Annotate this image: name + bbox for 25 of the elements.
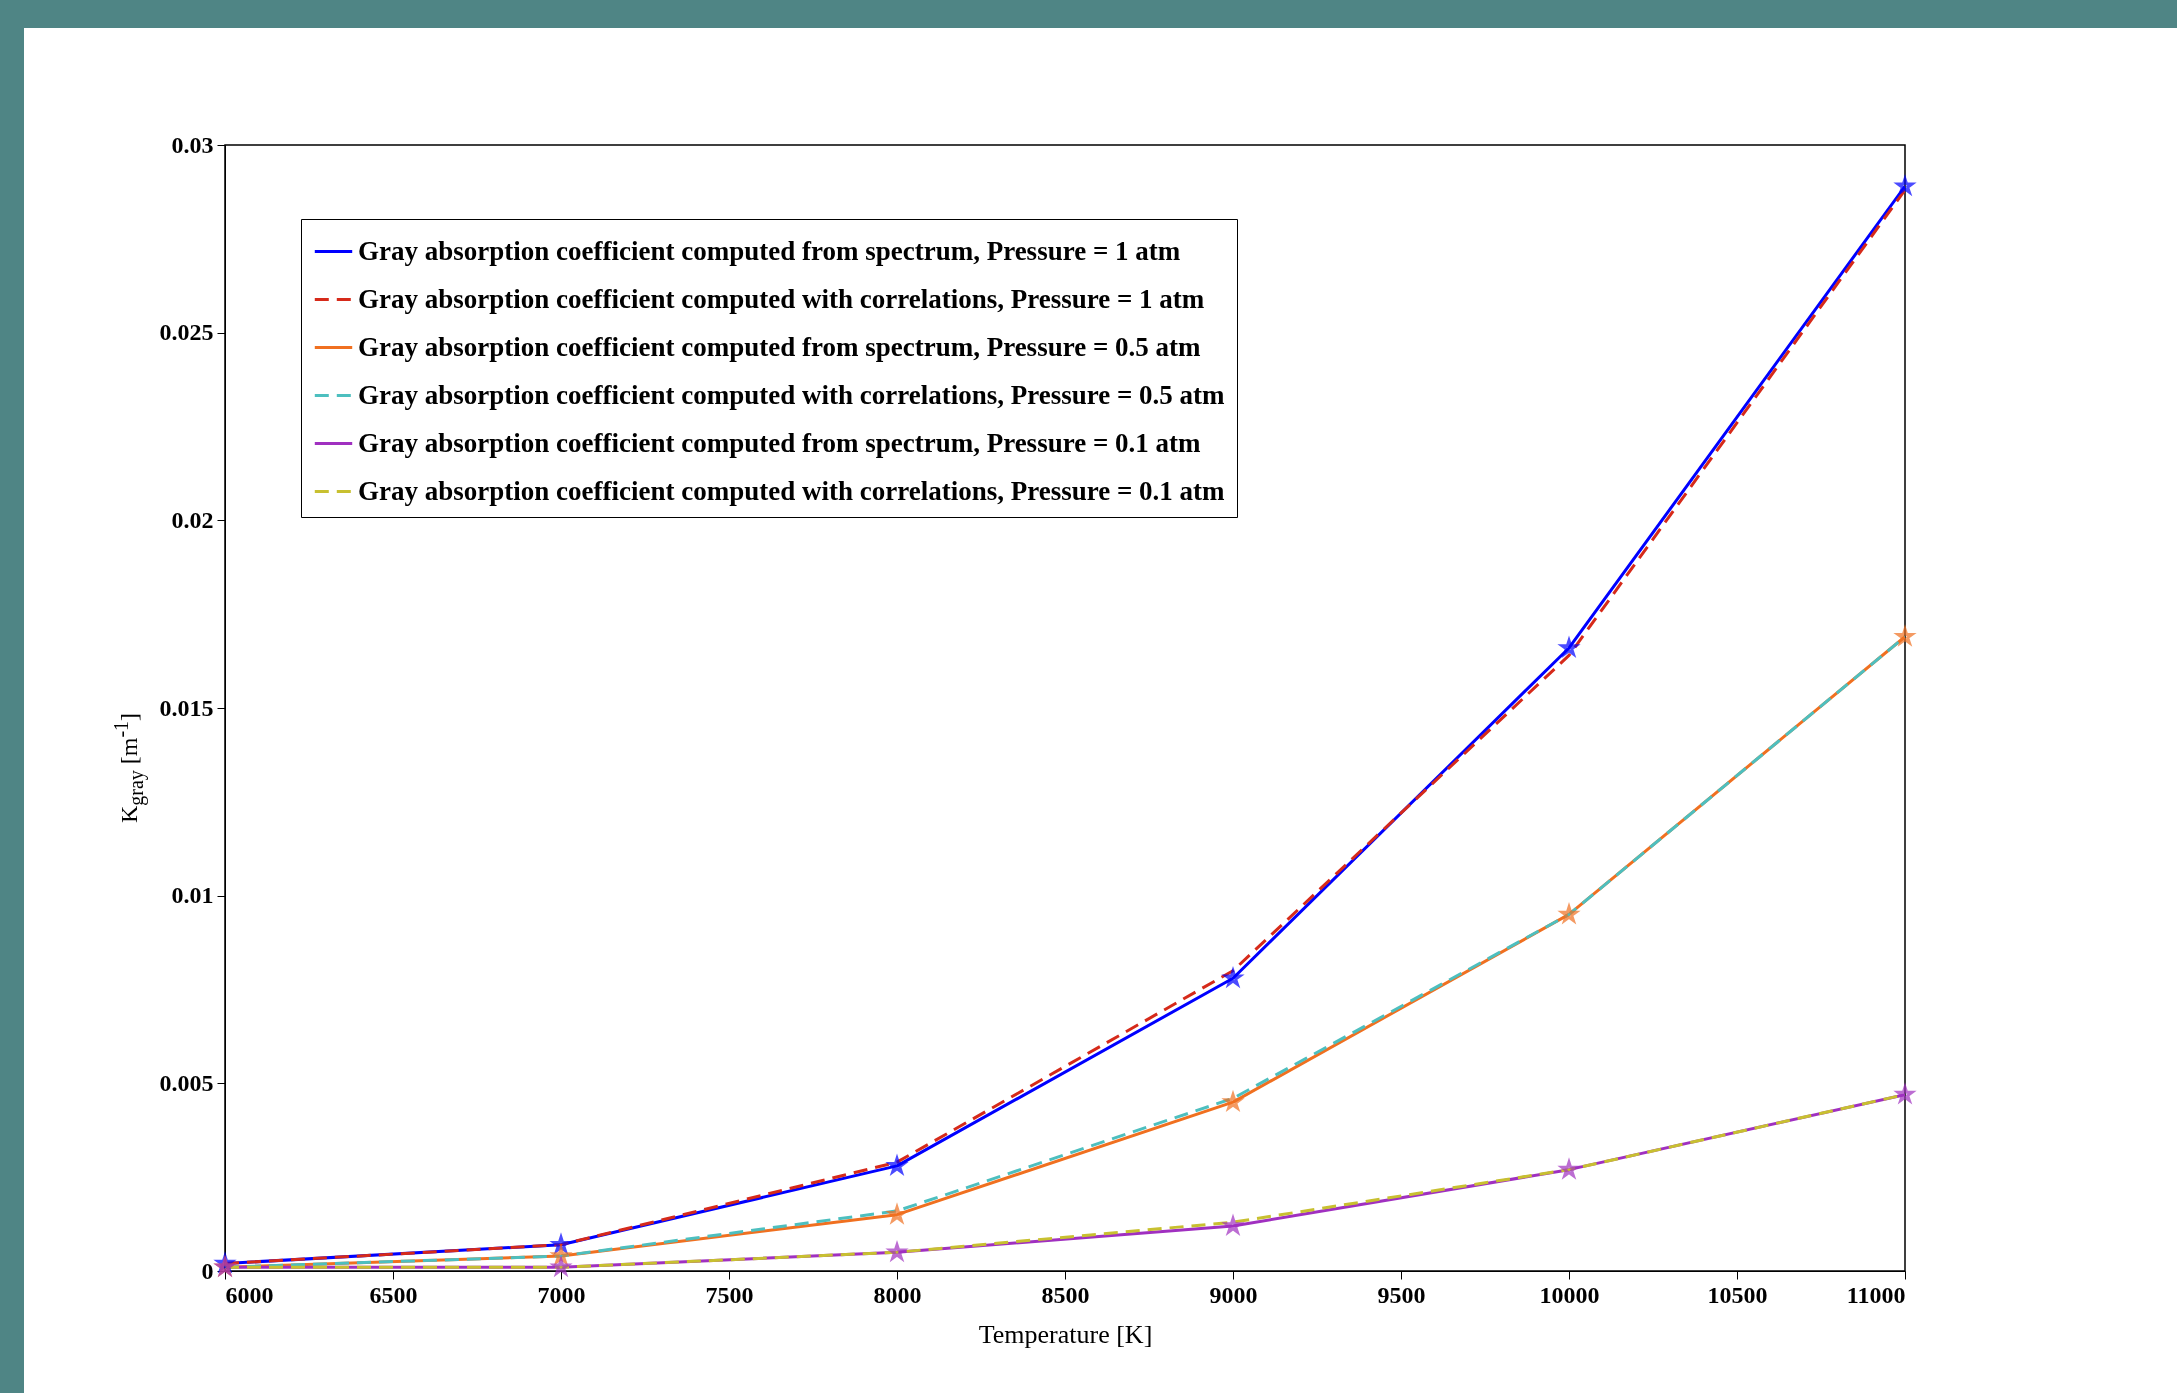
x-tick-label: 6000 <box>225 1281 274 1308</box>
y-tick-label: 0.03 <box>171 131 214 158</box>
y-tick-label: 0 <box>201 1257 214 1284</box>
legend-label: Gray absorption coefficient computed from spectrum, Pressure = 0.1 atm <box>358 427 1202 458</box>
x-tick-label: 9500 <box>1377 1281 1426 1308</box>
x-tick-label: 8500 <box>1041 1281 1090 1308</box>
x-tick-label: 10000 <box>1539 1281 1600 1308</box>
y-tick-label: 0.01 <box>171 882 214 909</box>
y-tick-label: 0.015 <box>159 694 214 721</box>
legend-label: Gray absorption coefficient computed from spectrum, Pressure = 0.5 atm <box>358 331 1202 362</box>
y-tick-label: 0.025 <box>159 319 214 346</box>
x-tick-label: 8000 <box>873 1281 922 1308</box>
x-tick-label: 10500 <box>1707 1281 1768 1308</box>
legend-label: Gray absorption coefficient computed with correlations, Pressure = 0.1 atm <box>358 475 1226 506</box>
y-tick-label: 0.02 <box>171 506 214 533</box>
x-tick-label: 9000 <box>1209 1281 1258 1308</box>
x-tick-label: 6500 <box>369 1281 418 1308</box>
x-tick-label: 11000 <box>1846 1281 1906 1308</box>
y-tick-label: 0.005 <box>159 1069 214 1096</box>
legend-label: Gray absorption coefficient computed with correlations, Pressure = 1 atm <box>358 283 1205 314</box>
legend-label: Gray absorption coefficient computed from spectrum, Pressure = 1 atm <box>358 235 1181 266</box>
x-tick-label: 7500 <box>705 1281 754 1308</box>
x-tick-label: 7000 <box>537 1281 586 1308</box>
legend-label: Gray absorption coefficient computed with correlations, Pressure = 0.5 atm <box>358 379 1226 410</box>
x-axis-title: Temperature [K] <box>978 1319 1153 1349</box>
